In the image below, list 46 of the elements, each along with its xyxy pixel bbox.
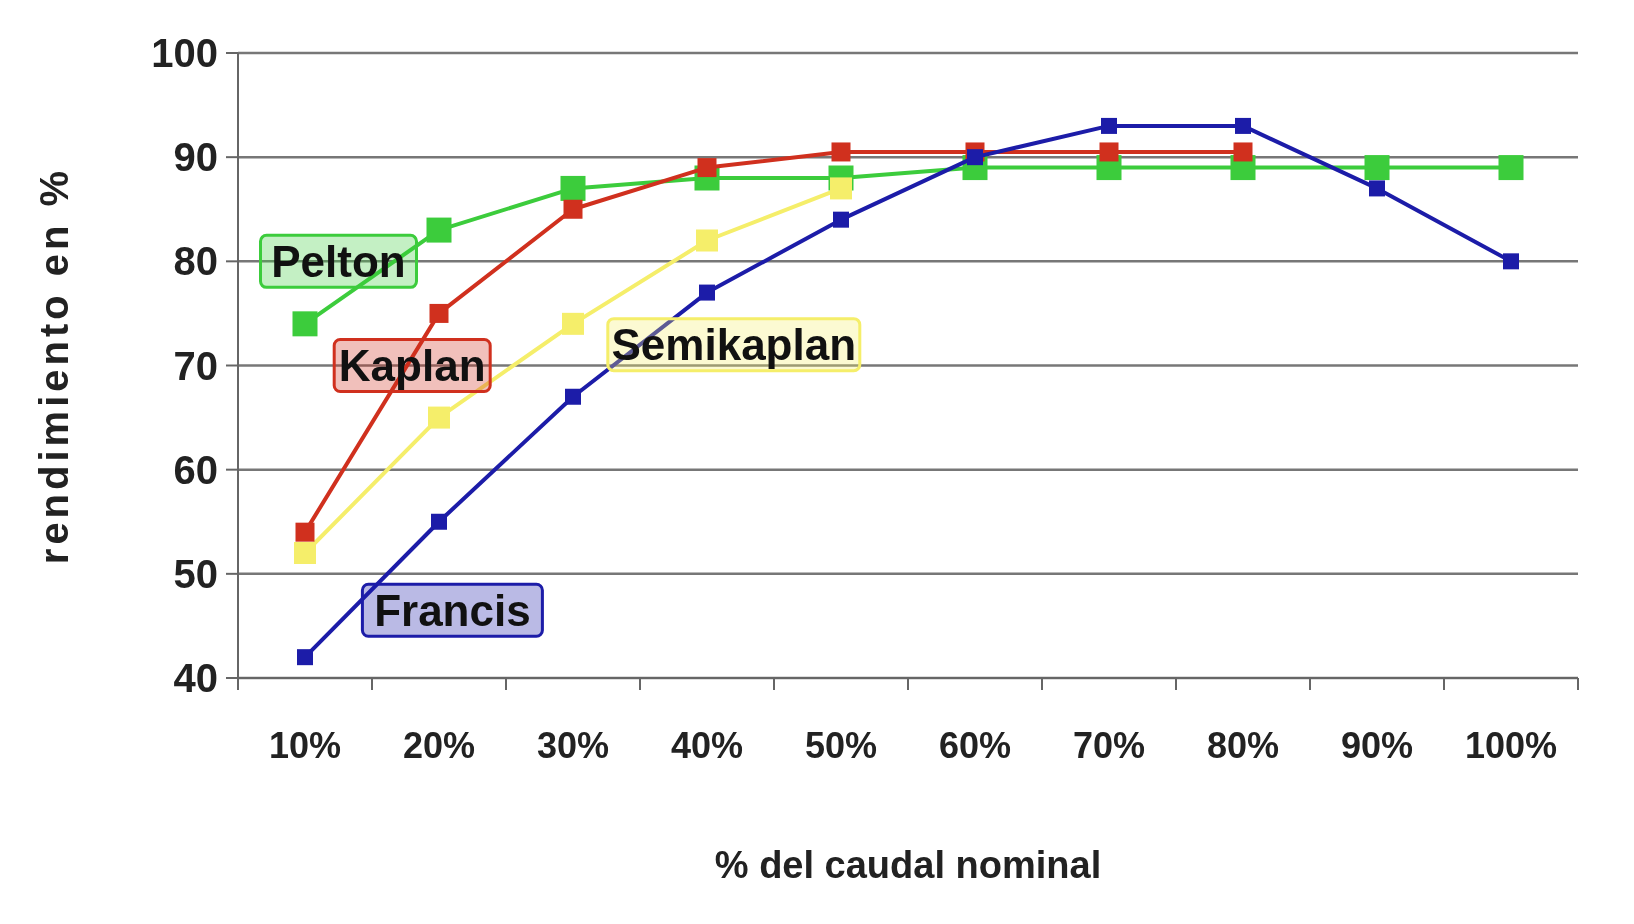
- point: [292, 311, 318, 337]
- point: [1364, 155, 1390, 181]
- point: [1369, 180, 1385, 197]
- y-tick-label: 70: [173, 343, 218, 388]
- point: [1099, 142, 1119, 162]
- point: [428, 406, 450, 429]
- point: [294, 542, 316, 564]
- x-tick-label: 60%: [938, 725, 1012, 766]
- point: [562, 312, 584, 335]
- point: [297, 649, 313, 666]
- point: [1235, 117, 1251, 134]
- y-tick-label: 90: [173, 135, 218, 180]
- point: [429, 303, 449, 323]
- y-axis-title: rendimiento en %: [32, 166, 76, 565]
- y-tick-label: 100: [151, 31, 218, 75]
- x-axis-title: % del caudal nominal: [714, 844, 1102, 886]
- y-tick-label: 80: [173, 239, 218, 284]
- point: [431, 513, 447, 530]
- point: [560, 175, 586, 201]
- point: [696, 229, 718, 252]
- x-tick-label: 100%: [1464, 725, 1558, 766]
- x-tick-label: 90%: [1340, 725, 1414, 766]
- x-tick-label: 70%: [1072, 725, 1146, 766]
- y-tick-label: 40: [173, 656, 218, 700]
- x-tick-label: 80%: [1206, 725, 1280, 766]
- x-tick-label: 40%: [670, 725, 744, 766]
- x-tick-label: 50%: [804, 725, 878, 766]
- point: [1233, 142, 1253, 162]
- x-tick-label: 30%: [536, 725, 610, 766]
- point: [831, 142, 851, 162]
- point: [699, 284, 715, 301]
- point: [833, 211, 849, 228]
- point: [1101, 117, 1117, 134]
- x-tick-label: 10%: [268, 725, 342, 766]
- point: [565, 388, 581, 405]
- point: [563, 199, 583, 219]
- point: [967, 149, 983, 166]
- x-tick-label: 20%: [402, 725, 476, 766]
- point: [426, 217, 452, 243]
- point: [1503, 253, 1519, 270]
- y-tick-label: 60: [173, 447, 218, 492]
- point: [830, 177, 852, 200]
- point: [1498, 155, 1524, 181]
- y-tick-label: 50: [173, 551, 218, 596]
- series-label: Francis: [374, 585, 531, 635]
- point: [295, 522, 315, 542]
